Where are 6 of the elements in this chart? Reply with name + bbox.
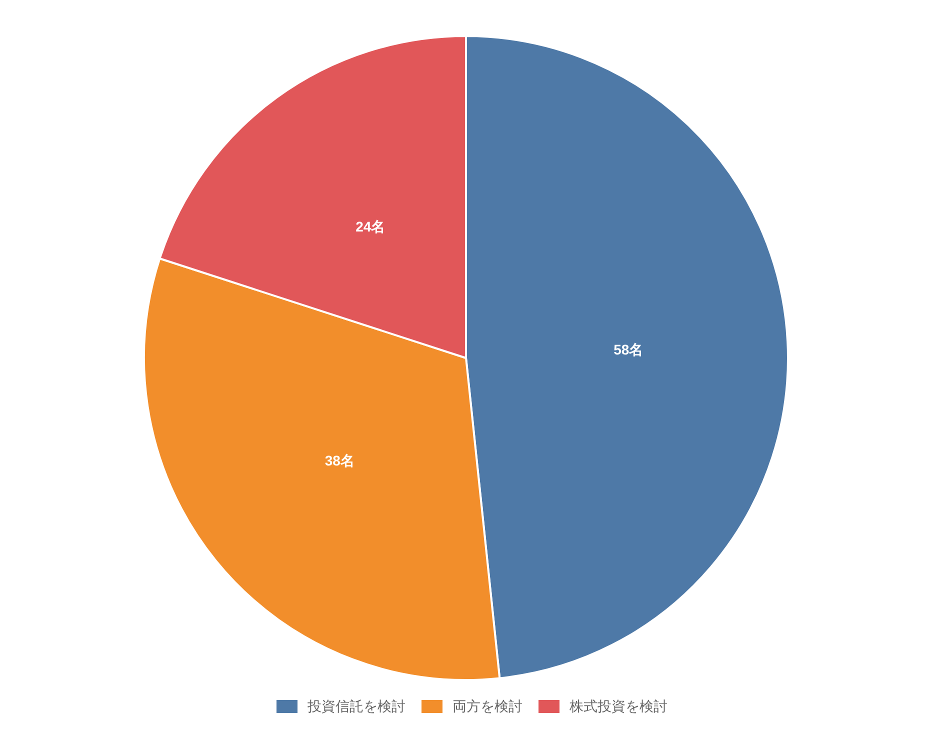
legend-label: 両方を検討 [452,698,522,714]
legend-label: 投資信託を検討 [306,698,406,714]
legend-label: 株式投資を検討 [568,698,668,714]
data-label: 58名 [614,341,644,358]
data-label: 38名 [324,452,354,468]
data-label: 24名 [356,218,386,234]
